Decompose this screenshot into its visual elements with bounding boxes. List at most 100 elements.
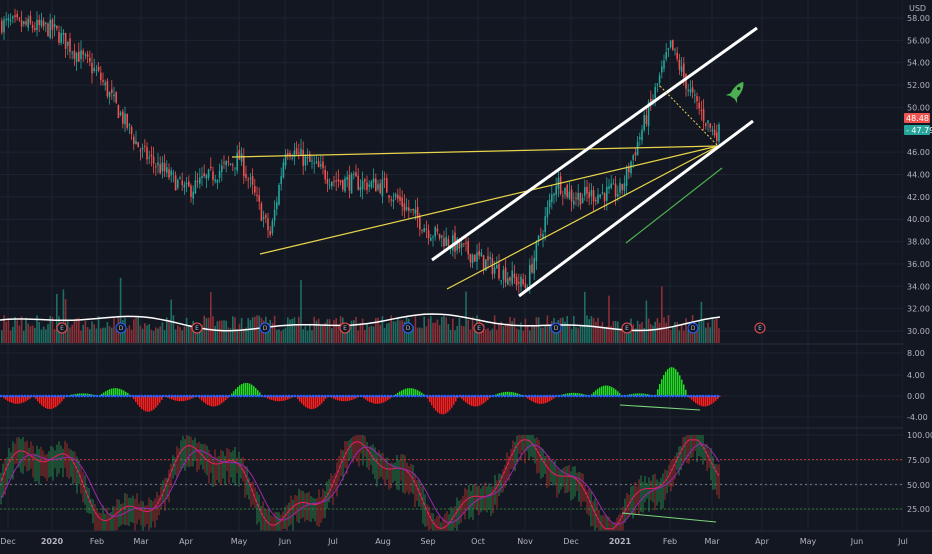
zero-dot [77, 394, 81, 398]
candle-body [207, 169, 210, 178]
oscillator-bar [89, 393, 91, 396]
zero-dot [29, 394, 33, 398]
oscillator-bar [473, 396, 475, 407]
candle-body [29, 15, 32, 24]
oscillator-bar [537, 396, 539, 404]
oscillator-bar [41, 396, 43, 406]
candle-body [284, 153, 287, 166]
candle-body [115, 91, 117, 103]
event-marker-label: D [406, 325, 411, 332]
zero-dot [68, 394, 72, 398]
oscillator-bar [207, 396, 209, 405]
candle-body [67, 41, 69, 46]
candle-body [124, 113, 126, 125]
volume-bar [236, 329, 238, 343]
oscillator-bar [639, 393, 641, 396]
volume-bar [386, 323, 388, 343]
candle-body [518, 282, 520, 284]
volume-bar [89, 329, 91, 343]
oscillator-bar [673, 367, 675, 396]
oscillator-bar [533, 396, 535, 403]
oscillator-bar [159, 396, 161, 403]
candle-body [12, 16, 14, 19]
oscillator-bar [715, 396, 717, 401]
volume-bar [34, 327, 36, 343]
price-tick-label: 34.00 [907, 282, 930, 291]
event-marker [550, 322, 562, 334]
volume-bar [443, 315, 445, 343]
candle-body [647, 101, 650, 126]
candle-body [634, 152, 637, 156]
volume-bar [128, 325, 131, 343]
osc-tick-label: 4.00 [907, 371, 925, 380]
oscillator-bar [61, 396, 63, 402]
zero-dot [257, 394, 261, 398]
zero-dot [71, 394, 75, 398]
volume-bar [388, 322, 390, 343]
trend-line-drawings[interactable] [231, 26, 758, 298]
zero-dot [677, 394, 681, 398]
oscillator-bar [665, 371, 667, 396]
zero-dot [686, 394, 690, 398]
candle-body [135, 140, 137, 144]
volume-bar [137, 315, 139, 343]
oscillator-bar [101, 393, 103, 396]
stoch-tick-label: 50.00 [907, 481, 930, 490]
candle-body [617, 193, 619, 197]
candle-body [91, 63, 93, 74]
zero-dot [23, 394, 27, 398]
candle-body [705, 123, 707, 126]
candle-body [540, 234, 542, 236]
candle-body [179, 177, 181, 179]
oscillator-bar [381, 396, 383, 404]
zero-dot [377, 394, 381, 398]
oscillator-bar [275, 396, 277, 402]
oscillator-bar [171, 396, 173, 400]
oscillator-bar [219, 396, 221, 405]
zero-dot [116, 394, 120, 398]
oscillator-bar [161, 396, 163, 400]
candle-body [507, 278, 509, 285]
zero-dot [362, 394, 366, 398]
volume-bar [392, 321, 395, 343]
zero-dot [635, 394, 639, 398]
price-tick-label: 44.00 [907, 171, 930, 180]
volume-bar [311, 330, 313, 343]
oscillator-bar [345, 396, 347, 402]
candle-body [339, 180, 342, 183]
volume-bar [511, 321, 513, 343]
candle-body [216, 179, 219, 183]
candle-body [196, 180, 199, 182]
candle-body [317, 161, 320, 168]
volume-bar [485, 329, 487, 343]
zero-dot [104, 394, 108, 398]
candle-body [31, 24, 34, 29]
oscillator-bar [601, 386, 603, 396]
volume-bar [434, 322, 436, 343]
time-axis[interactable]: Dec 2020 Feb Mar Apr May Jun Jul Aug Sep Oct Nov Dec… [0, 530, 932, 550]
candle-body [174, 175, 177, 191]
rocket-window [737, 86, 741, 91]
candle-body [689, 89, 692, 93]
oscillator-bar [719, 396, 721, 398]
candle-body [392, 199, 395, 202]
zero-dot [518, 394, 522, 398]
oscillator-bar [307, 396, 309, 409]
volume-bar [383, 327, 386, 343]
zero-dot [92, 394, 96, 398]
zero-dot [17, 394, 21, 398]
zero-dot [308, 394, 312, 398]
volume-bar [287, 317, 289, 343]
price-axis[interactable]: 58.0056.0054.0052.0050.0048.0046.0044.00… [903, 0, 932, 530]
zero-dot [683, 394, 687, 398]
candle-body [665, 52, 667, 60]
oscillator-bar [81, 393, 83, 396]
candle-body [309, 153, 311, 162]
oscillator-bar [375, 396, 377, 404]
zero-dot [419, 394, 423, 398]
volume-bar [113, 318, 115, 343]
candle-body [575, 198, 577, 200]
volume-bar [650, 324, 652, 343]
